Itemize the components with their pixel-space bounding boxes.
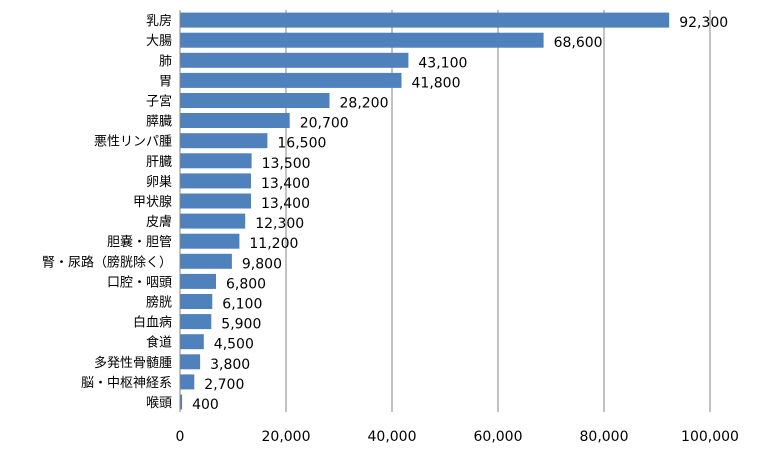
x-tick-label: 20,000 (262, 429, 311, 445)
category-label: 胆嚢・胆管 (107, 234, 172, 250)
gridlines (285, 10, 711, 412)
value-label: 68,600 (554, 35, 603, 51)
x-axis-tick-labels: 0 20,000 40,000 60,000 80,000 100,000 (176, 429, 739, 445)
category-label: 脳・中枢神経系 (81, 376, 172, 391)
category-label: 乳房 (146, 13, 172, 29)
bar (180, 72, 402, 88)
value-label: 92,300 (679, 15, 728, 31)
bar (180, 153, 252, 169)
bar (180, 294, 213, 309)
x-tick-label: 40,000 (368, 429, 417, 445)
category-label: 口腔・咽頭 (107, 275, 172, 290)
value-label: 400 (192, 397, 219, 413)
category-label: 喉頭 (146, 396, 172, 411)
bar (180, 52, 409, 68)
bar (180, 354, 201, 370)
x-tick-label: 100,000 (681, 429, 739, 445)
value-label: 43,100 (418, 55, 467, 71)
value-label: 13,400 (261, 196, 310, 212)
category-label: 白血病 (133, 315, 172, 331)
category-label: 食道 (146, 335, 172, 351)
bar (180, 394, 183, 410)
category-label: 肝臓 (146, 155, 172, 170)
bar (180, 113, 290, 128)
value-label: 20,700 (300, 116, 349, 132)
value-label: 28,200 (340, 95, 389, 111)
category-label: 甲状腺 (133, 195, 172, 210)
value-label: 6,800 (226, 276, 266, 292)
value-labels: 92,300 68,600 43,100 41,800 28,200 20,700 16,5… (192, 15, 728, 413)
bar (180, 213, 246, 229)
bar (180, 93, 330, 108)
bars (180, 12, 670, 410)
value-label: 6,100 (222, 296, 262, 312)
value-label: 41,800 (412, 75, 461, 91)
value-label: 11,200 (249, 236, 298, 252)
bar (180, 133, 268, 149)
bar (180, 233, 240, 249)
bar (180, 314, 212, 330)
category-label: 子宮 (146, 93, 172, 109)
bar (180, 32, 544, 48)
value-label: 5,900 (221, 317, 261, 333)
bar (180, 374, 195, 390)
x-tick-label: 80,000 (580, 429, 629, 445)
category-label: 多発性骨髄腫 (94, 355, 172, 371)
bar (180, 12, 670, 28)
value-label: 12,300 (255, 216, 304, 232)
category-label: 膵臓 (146, 115, 172, 130)
category-label: 皮膚 (146, 214, 172, 230)
value-label: 13,400 (261, 176, 310, 192)
bar (180, 173, 251, 189)
bar (180, 193, 251, 209)
value-label: 16,500 (277, 136, 326, 152)
bar (180, 253, 232, 269)
bar (180, 273, 216, 289)
x-tick-label: 60,000 (474, 429, 523, 445)
value-label: 3,800 (210, 357, 250, 373)
category-labels: 乳房大腸肺胃子宮膵臓悪性リンパ腫肝臓卵巣甲状腺皮膚胆嚢・胆管腎・尿路（膀胱除く）… (42, 13, 172, 411)
category-label: 悪性リンパ腫 (94, 134, 172, 150)
bar (180, 334, 204, 350)
category-label: 胃 (159, 74, 172, 89)
category-label: 大腸 (146, 34, 172, 49)
category-label: 卵巣 (146, 175, 172, 190)
x-tick-label: 0 (176, 429, 185, 445)
value-label: 4,500 (214, 337, 254, 353)
category-label: 腎・尿路（膀胱除く） (42, 254, 172, 270)
value-label: 13,500 (262, 156, 311, 172)
category-label: 肺 (159, 54, 172, 69)
category-label: 膀胱 (146, 294, 172, 310)
value-label: 9,800 (242, 256, 282, 272)
value-label: 2,700 (204, 377, 244, 393)
